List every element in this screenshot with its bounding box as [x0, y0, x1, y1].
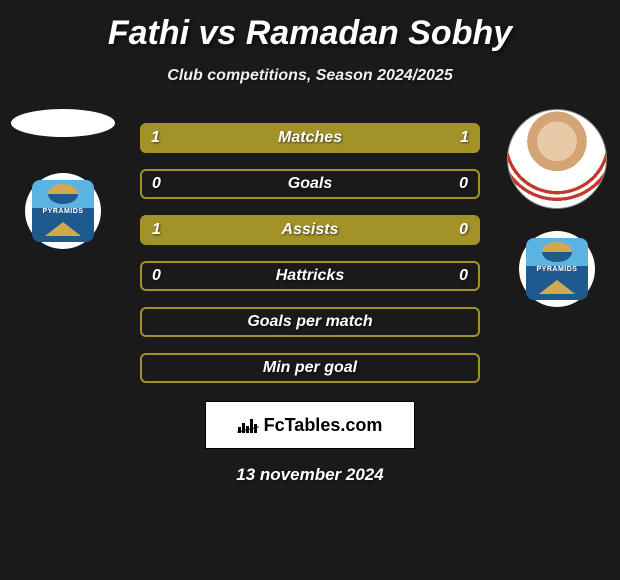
- player-left-avatar: [11, 109, 115, 137]
- brand-box: FcTables.com: [205, 401, 415, 449]
- stat-label: Assists: [142, 221, 478, 239]
- pyramids-logo-icon: PYRAMIDS: [32, 180, 94, 242]
- club-text-left: PYRAMIDS: [43, 208, 84, 215]
- stat-rows: 11Matches 00Goals 10Assists 00Hattricks Goal…: [140, 123, 480, 383]
- stat-row: 10Assists: [140, 215, 480, 245]
- player-right-avatar: [507, 109, 607, 209]
- stat-row: 00Goals: [140, 169, 480, 199]
- bar-chart-icon: [238, 417, 260, 433]
- stat-label: Matches: [141, 129, 479, 147]
- player-left-panel: PYRAMIDS: [8, 109, 118, 249]
- date-text: 13 november 2024: [0, 465, 620, 485]
- player-left-club-badge: PYRAMIDS: [25, 173, 101, 249]
- stat-row: Min per goal: [140, 353, 480, 383]
- stat-label: Goals per match: [142, 313, 478, 331]
- stat-label: Goals: [142, 175, 478, 193]
- content-area: PYRAMIDS PYRAMIDS 11Matches 00Goals 10Assi…: [0, 123, 620, 485]
- stat-label: Hattricks: [142, 267, 478, 285]
- club-text-right: PYRAMIDS: [537, 266, 578, 273]
- stat-label: Min per goal: [142, 359, 478, 377]
- player-right-club-badge: PYRAMIDS: [519, 231, 595, 307]
- page-title: Fathi vs Ramadan Sobhy: [0, 14, 620, 53]
- pyramids-logo-icon: PYRAMIDS: [526, 238, 588, 300]
- brand-text: FcTables.com: [264, 415, 383, 436]
- comparison-infographic: Fathi vs Ramadan Sobhy Club competitions…: [0, 0, 620, 485]
- stat-row: Goals per match: [140, 307, 480, 337]
- stat-row: 00Hattricks: [140, 261, 480, 291]
- stat-row: 11Matches: [140, 123, 480, 153]
- subtitle: Club competitions, Season 2024/2025: [0, 67, 620, 85]
- player-right-panel: PYRAMIDS: [502, 109, 612, 307]
